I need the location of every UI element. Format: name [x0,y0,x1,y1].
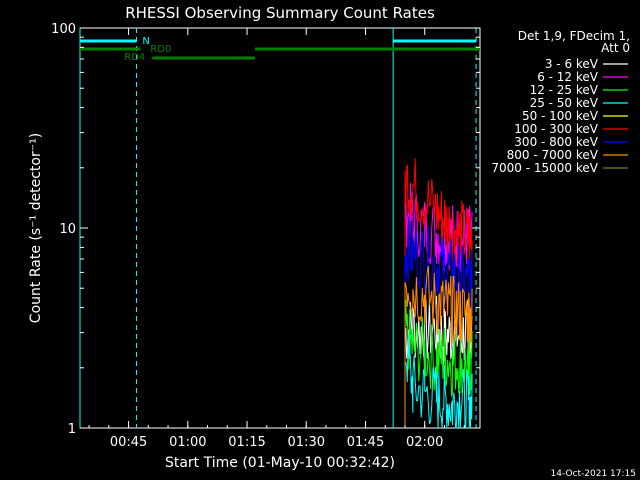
legend-header-line-2: Att 0 [601,41,630,55]
footer-timestamp: 14-Oct-2021 17:15 [551,469,636,479]
legend-label-8: 7000 - 15000 keV [491,161,598,175]
status-bar-label-n: N [142,36,149,47]
y-tick-label-1: 10 [59,222,76,237]
series-line-6 [404,216,473,428]
tick-layer: 00:45 01:00 01:15 01:30 01:45 02:00 1 10 100 [51,22,480,450]
legend-label-6: 300 - 800 keV [514,135,598,149]
y-axis-label: Count Rate (s⁻¹ detector⁻¹) [28,133,44,323]
legend-label-0: 3 - 6 keV [545,57,599,71]
y-tick-label-2: 100 [51,22,76,37]
status-bar-label-rd4: RD4 [124,52,145,63]
series-line-2 [404,299,473,428]
legend-label-1: 6 - 12 keV [537,70,599,84]
x-tick-label-4: 01:45 [347,435,384,450]
chart-title: RHESSI Observing Summary Count Rates [125,4,435,22]
x-tick-label-3: 01:30 [288,435,325,450]
legend-label-4: 50 - 100 keV [522,109,599,123]
x-tick-label-2: 01:15 [228,435,265,450]
x-tick-label-1: 01:00 [169,435,206,450]
series-layer [404,158,473,429]
legend-label-2: 12 - 25 keV [530,83,599,97]
legend-label-5: 100 - 300 keV [514,122,598,136]
legend-label-7: 800 - 7000 keV [507,148,599,162]
series-line-7 [404,265,473,428]
legend-label-3: 25 - 50 keV [530,96,599,110]
x-tick-label-0: 00:45 [110,435,147,450]
status-bar-label-rd0: RD0 [150,44,171,55]
x-axis-label: Start Time (01-May-10 00:32:42) [165,455,395,471]
x-tick-label-5: 02:00 [406,435,443,450]
series-line-3 [404,332,473,429]
legend-header-line-1: Det 1,9, FDecim 1, [518,29,630,43]
y-tick-label-0: 1 [68,422,76,437]
series-line-5 [404,158,473,428]
